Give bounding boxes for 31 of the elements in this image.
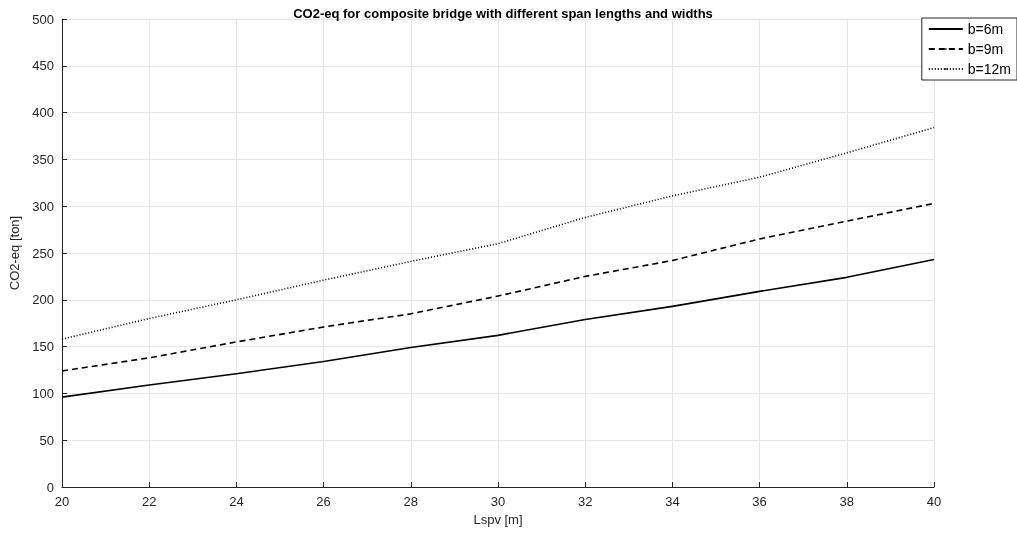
line-series <box>61 126 935 340</box>
x-axis-title: Lspv [m] <box>473 512 523 527</box>
x-tick-label: 32 <box>577 494 593 509</box>
legend-label: b=6m <box>967 21 1004 37</box>
y-tick-label: 350 <box>32 151 54 167</box>
y-tick-label: 400 <box>32 105 54 121</box>
y-tick-label: 450 <box>32 58 54 74</box>
y-tick-label: 200 <box>32 292 54 308</box>
y-axis-title: CO2-eq [ton] <box>7 215 23 291</box>
chart-title: CO2-eq for composite bridge with different span lengths and widths <box>293 6 713 21</box>
y-tick-label: 0 <box>46 479 54 495</box>
y-tick-label: 50 <box>39 432 54 448</box>
x-tick-label: 26 <box>316 494 331 509</box>
x-tick-label: 22 <box>141 494 157 509</box>
line-series <box>61 258 935 398</box>
x-tick-label: 38 <box>839 494 855 509</box>
y-tick-label: 250 <box>32 245 54 261</box>
legend-label: b=9m <box>967 41 1004 57</box>
line-series <box>61 202 935 372</box>
x-tick-label: 36 <box>752 494 767 509</box>
legend-label: b=12m <box>967 61 1012 77</box>
x-tick-label: 34 <box>665 494 680 509</box>
x-tick-label: 30 <box>490 494 506 509</box>
x-tick-label: 40 <box>926 494 942 509</box>
y-tick-label: 300 <box>32 198 54 214</box>
x-tick-label: 20 <box>54 494 70 509</box>
y-tick-label: 150 <box>32 339 54 355</box>
x-tick-label: 24 <box>229 494 244 509</box>
y-tick-label: 100 <box>32 385 54 401</box>
y-tick-label: 500 <box>32 11 54 27</box>
x-tick-label: 28 <box>403 494 419 509</box>
